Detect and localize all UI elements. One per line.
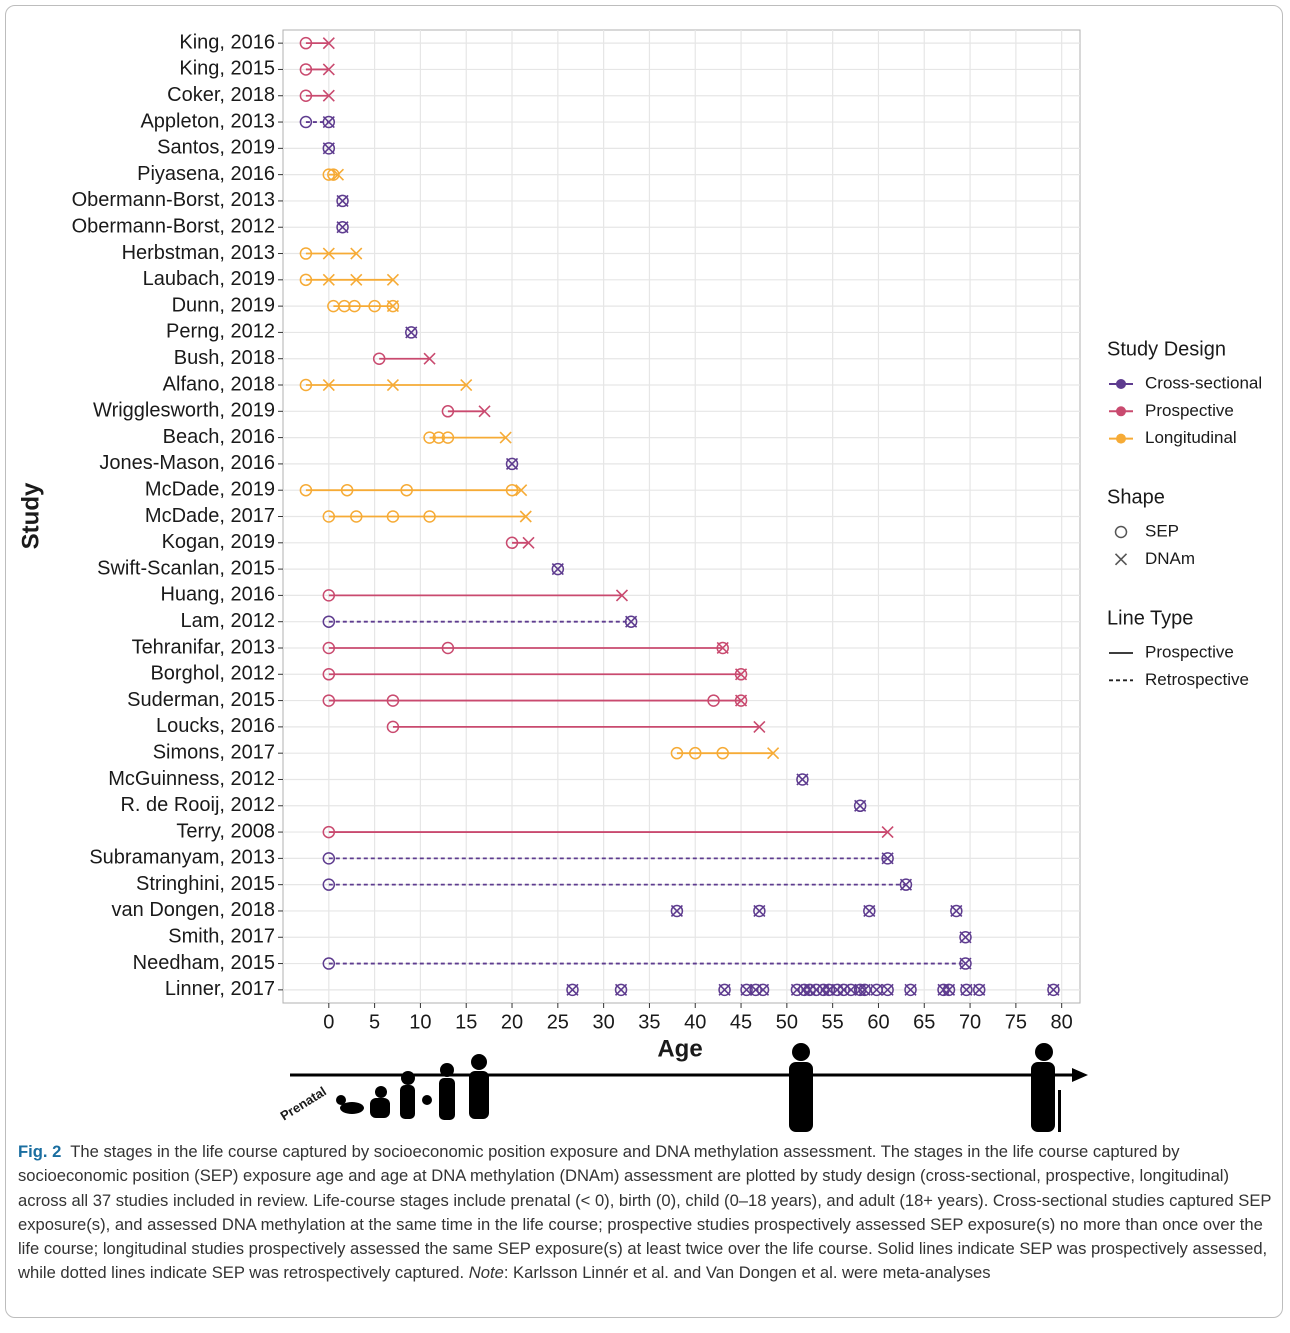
caption-label: Fig. 2 [18, 1142, 61, 1161]
x-tick-label: 60 [867, 1011, 889, 1033]
legend-label: Retrospective [1145, 670, 1249, 689]
y-tick-label: King, 2016 [179, 31, 275, 53]
legend-title: Shape [1107, 486, 1165, 508]
y-tick-label: Suderman, 2015 [127, 689, 275, 711]
x-tick-label: 30 [593, 1011, 615, 1033]
y-tick-label: Piyasena, 2016 [137, 163, 275, 185]
y-tick-label: Simons, 2017 [153, 741, 275, 763]
legend-marker [1116, 527, 1127, 538]
y-tick-label: Beach, 2016 [163, 426, 275, 448]
figure-caption: Fig. 2 The stages in the life course cap… [18, 1140, 1273, 1286]
chart: Age Study Prenatal 0 5 10 15 20 25 30 35 40 45 50 5… [0, 0, 1290, 1135]
y-tick-label: Obermann-Borst, 2012 [72, 216, 275, 238]
y-tick-label: Needham, 2015 [133, 952, 275, 974]
y-tick-label: van Dongen, 2018 [112, 899, 275, 921]
legend-label: Prospective [1145, 642, 1234, 661]
y-tick-label: McDade, 2019 [145, 478, 275, 500]
legend-label: SEP [1145, 521, 1179, 540]
caption-note-text: : Karlsson Linnér et al. and Van Dongen … [504, 1263, 991, 1282]
x-tick-label: 25 [547, 1011, 569, 1033]
x-tick-label: 45 [730, 1011, 752, 1033]
legend-dot [1116, 406, 1126, 416]
y-tick-label: Terry, 2008 [176, 820, 275, 842]
x-tick-label: 40 [684, 1011, 706, 1033]
legend-label: DNAm [1145, 549, 1195, 568]
y-tick-label: Bush, 2018 [174, 347, 275, 369]
page: Age Study Prenatal 0 5 10 15 20 25 30 35 40 45 50 5… [0, 0, 1290, 1333]
x-tick-label: 20 [501, 1011, 523, 1033]
legend-marker [1116, 554, 1127, 565]
legend-label: Longitudinal [1145, 428, 1237, 447]
y-tick-label: Linner, 2017 [165, 978, 275, 1000]
x-tick-label: 65 [913, 1011, 935, 1033]
y-tick-label: Stringhini, 2015 [136, 873, 275, 895]
x-tick-label: 80 [1051, 1011, 1073, 1033]
x-tick-label: 15 [455, 1011, 477, 1033]
legend-label: Cross-sectional [1145, 373, 1262, 392]
y-tick-label: Jones-Mason, 2016 [99, 452, 275, 474]
y-tick-label: Santos, 2019 [157, 137, 275, 159]
legend-label: Prospective [1145, 401, 1234, 420]
x-tick-label: 5 [369, 1011, 380, 1033]
y-tick-label: Swift-Scanlan, 2015 [97, 557, 275, 579]
y-tick-label: Perng, 2012 [166, 321, 275, 343]
legend-dot [1116, 379, 1126, 389]
y-tick-label: Lam, 2012 [180, 610, 275, 632]
y-tick-label: Dunn, 2019 [172, 294, 275, 316]
y-tick-label: Huang, 2016 [160, 584, 275, 606]
x-tick-label: 35 [638, 1011, 660, 1033]
x-tick-label: 70 [959, 1011, 981, 1033]
y-tick-label: McGuinness, 2012 [108, 768, 275, 790]
y-tick-label: Laubach, 2019 [143, 268, 275, 290]
y-axis-title: Study [17, 482, 44, 549]
y-tick-label: Obermann-Borst, 2013 [72, 189, 275, 211]
y-tick-label: Subramanyam, 2013 [89, 847, 275, 869]
y-tick-label: Smith, 2017 [168, 926, 275, 948]
y-tick-label: Appleton, 2013 [140, 110, 275, 132]
y-tick-label: Herbstman, 2013 [122, 242, 275, 264]
x-tick-label: 50 [776, 1011, 798, 1033]
legend-dot [1116, 434, 1126, 444]
y-tick-label: Kogan, 2019 [162, 531, 275, 553]
legend-title: Line Type [1107, 607, 1193, 629]
y-tick-label: Loucks, 2016 [156, 715, 275, 737]
y-tick-label: Wrigglesworth, 2019 [93, 400, 275, 422]
x-tick-label: 75 [1005, 1011, 1027, 1033]
y-tick-label: Borghol, 2012 [150, 663, 275, 685]
legend-title: Study Design [1107, 338, 1226, 360]
y-tick-label: Coker, 2018 [167, 84, 275, 106]
x-tick-label: 55 [822, 1011, 844, 1033]
x-axis-title: Age [657, 1035, 702, 1062]
y-tick-label: Alfano, 2018 [163, 373, 275, 395]
y-tick-label: Tehranifar, 2013 [132, 636, 275, 658]
prenatal-label: Prenatal [277, 1084, 328, 1124]
x-tick-label: 0 [323, 1011, 334, 1033]
y-tick-label: R. de Rooij, 2012 [120, 794, 275, 816]
y-tick-label: King, 2015 [179, 58, 275, 80]
caption-text: The stages in the life course captured b… [18, 1142, 1271, 1282]
x-tick-label: 10 [409, 1011, 431, 1033]
arrow-head [1072, 1068, 1088, 1082]
y-tick-label: McDade, 2017 [145, 505, 275, 527]
caption-note-label: Note [469, 1263, 504, 1282]
